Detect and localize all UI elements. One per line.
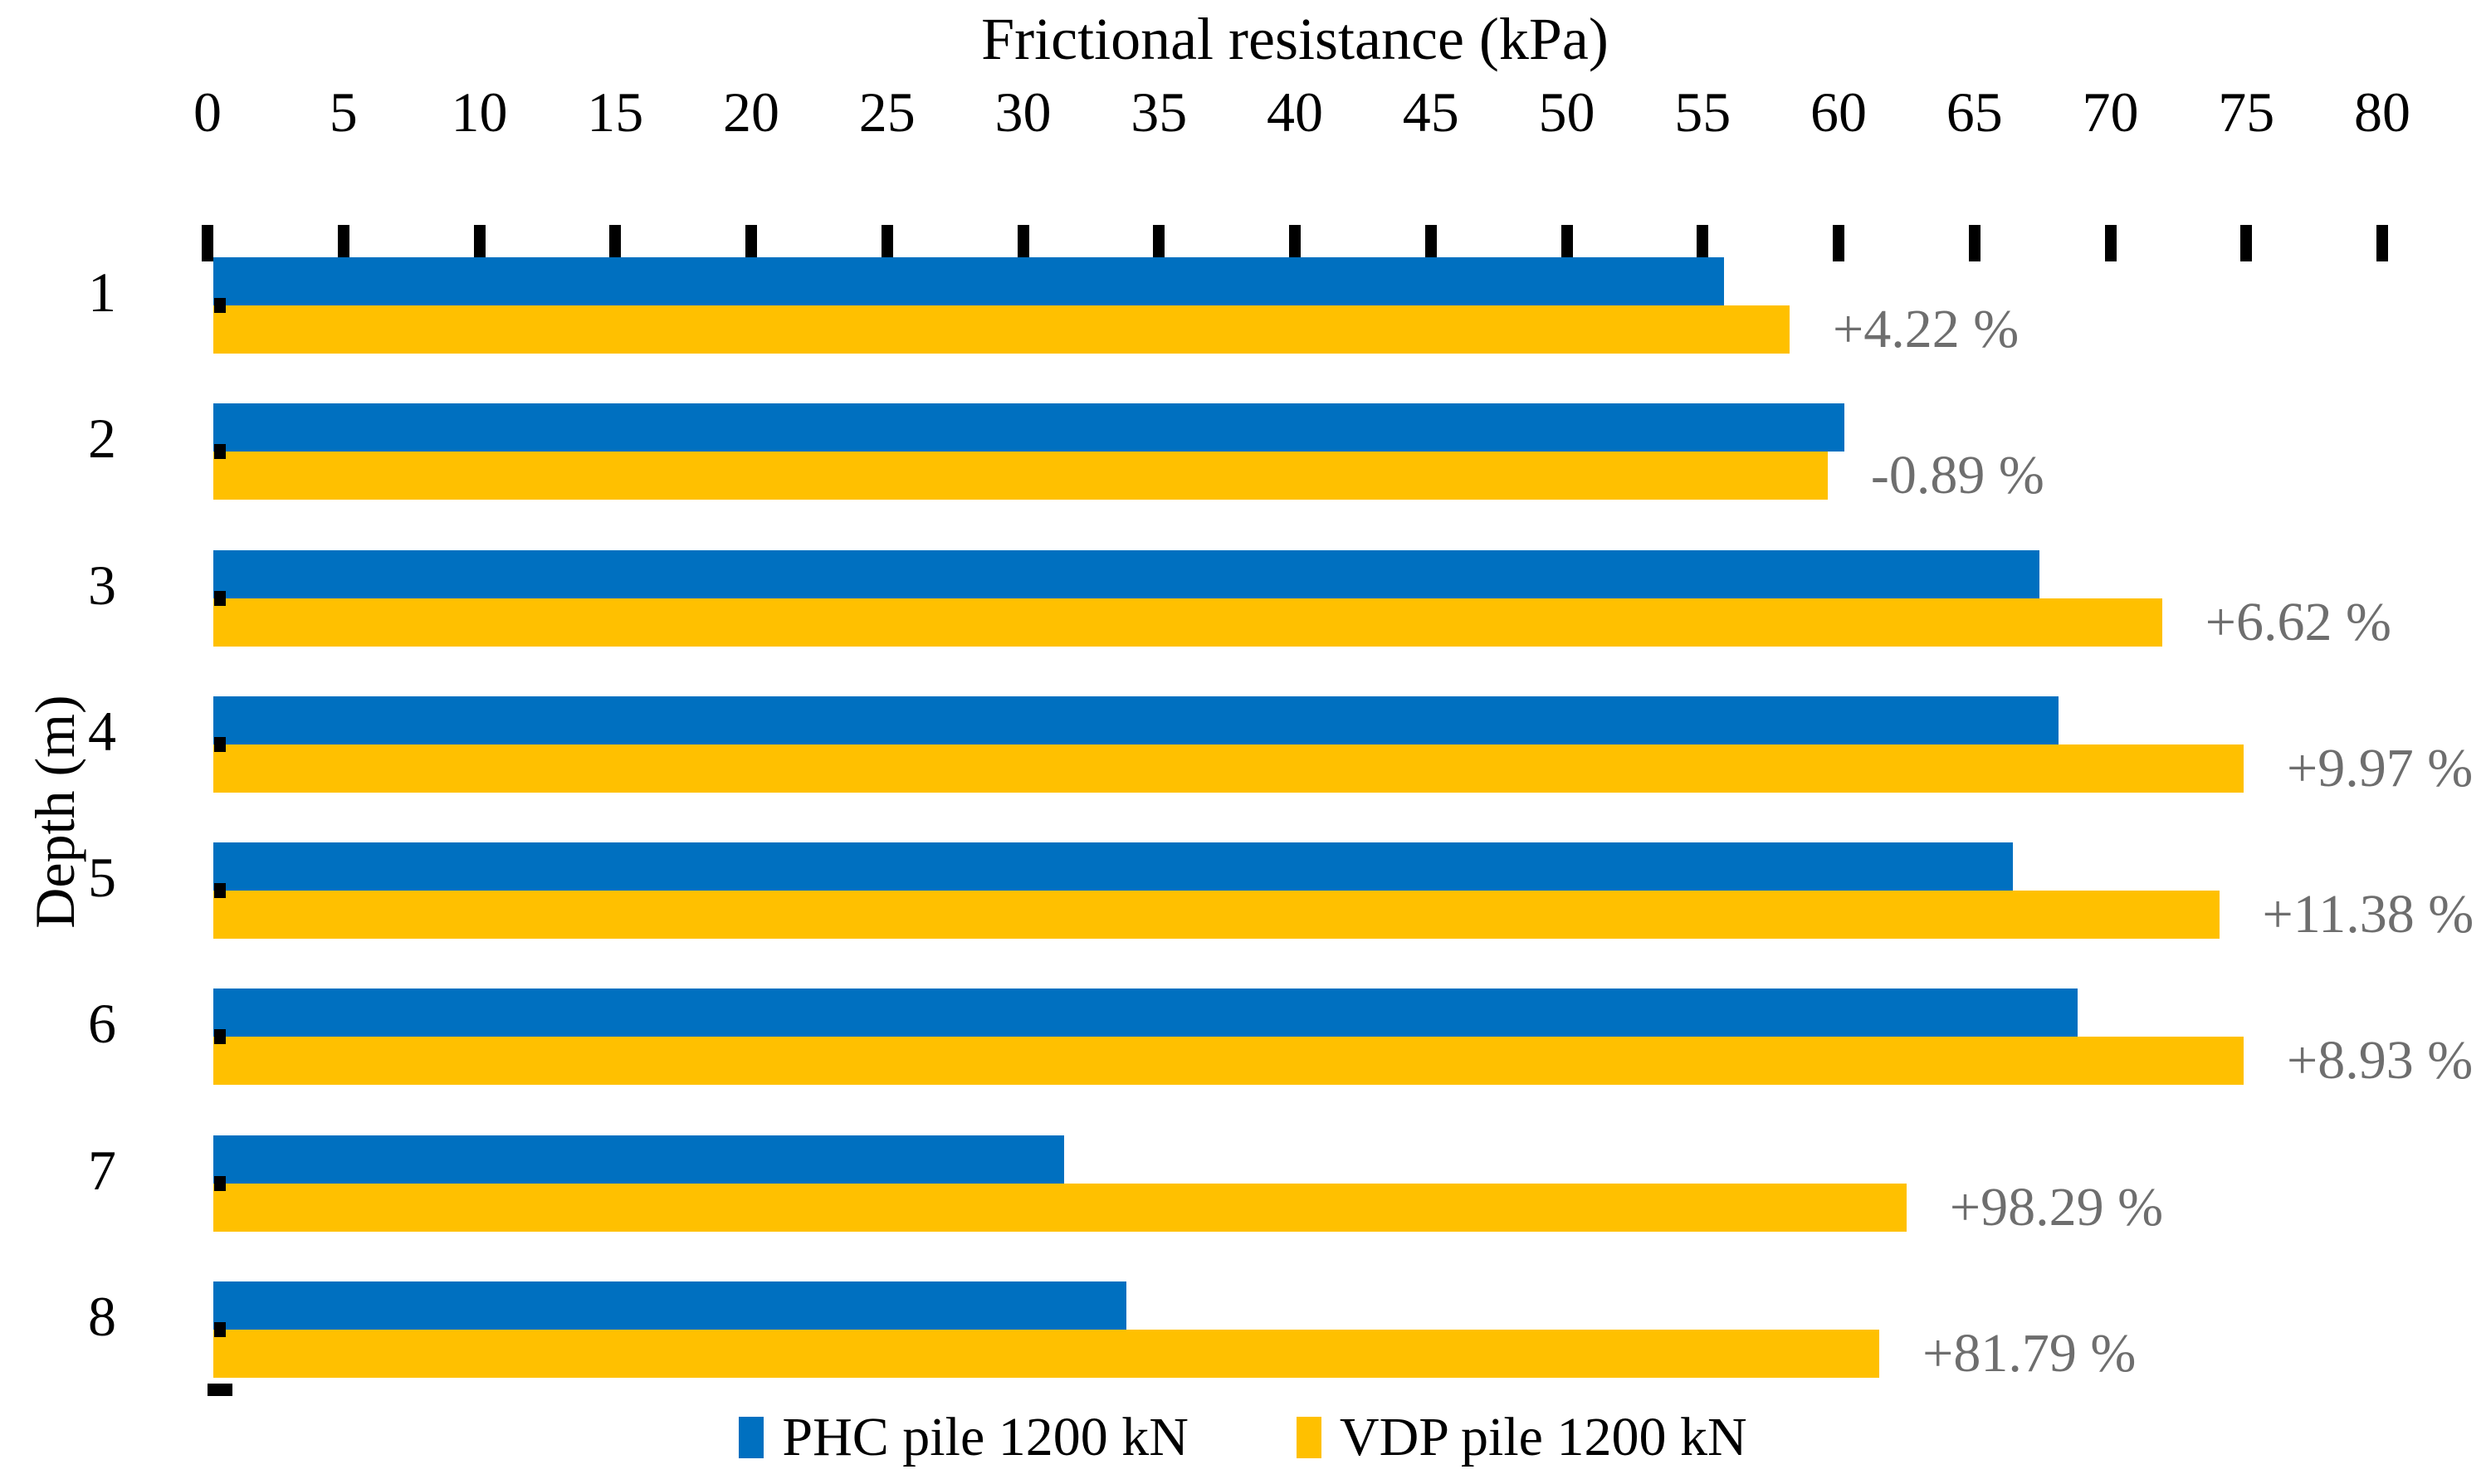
bar-phc-depth-2: [213, 403, 1844, 452]
legend-label-phc: PHC pile 1200 kN: [782, 1407, 1189, 1467]
x-tick-label: 55: [1674, 81, 1731, 144]
x-tick-label: 15: [587, 81, 644, 144]
depth-label: 1: [88, 261, 116, 324]
bar-vdp-depth-8: [213, 1329, 1880, 1378]
bar-phc-depth-8: [213, 1281, 1126, 1330]
x-tick: [881, 225, 893, 261]
y-category-tick: [214, 590, 226, 606]
x-tick-label: 45: [1402, 81, 1459, 144]
bar-phc-depth-7: [213, 1135, 1064, 1184]
legend-label-vdp: VDP pile 1200 kN: [1339, 1407, 1747, 1467]
x-axis-title: Frictional resistance (kPa): [981, 6, 1609, 72]
x-tick: [2104, 225, 2117, 261]
depth-label: 4: [88, 699, 116, 763]
legend: PHC pile 1200 kN VDP pile 1200 kN: [0, 1406, 2486, 1469]
x-tick-label: 25: [858, 81, 916, 144]
bar-vdp-depth-6: [213, 1037, 2244, 1086]
percent-label: +4.22 %: [1833, 299, 2020, 359]
bar-vdp-depth-1: [213, 305, 1790, 354]
x-tick: [2376, 225, 2388, 261]
x-tick: [1833, 225, 1844, 261]
x-tick-label: 70: [2082, 81, 2139, 144]
x-tick: [337, 225, 349, 261]
x-tick: [1153, 225, 1165, 261]
x-tick: [2240, 225, 2253, 261]
x-tick: [1289, 225, 1301, 261]
x-tick: [1697, 225, 1709, 261]
percent-label: +81.79 %: [1922, 1322, 2137, 1384]
percent-label: +98.29 %: [1949, 1176, 2164, 1237]
legend-swatch-vdp: [1296, 1417, 1321, 1458]
percent-label: -0.89 %: [1870, 445, 2044, 506]
y-category-tick: [214, 1029, 226, 1045]
depth-label: 5: [88, 846, 116, 909]
legend-item-phc: PHC pile 1200 kN: [739, 1406, 1189, 1469]
x-tick-label: 80: [2354, 81, 2410, 144]
bar-vdp-depth-5: [213, 891, 2220, 939]
y-category-tick: [214, 1321, 226, 1337]
x-tick: [745, 225, 757, 261]
y-axis-end-tick: [208, 1384, 232, 1396]
x-tick: [473, 225, 486, 261]
bar-vdp-depth-7: [213, 1183, 1907, 1232]
x-tick: [1968, 225, 1980, 261]
x-tick-label: 35: [1131, 81, 1188, 144]
x-tick-label: 10: [451, 81, 508, 144]
bar-phc-depth-1: [213, 257, 1725, 305]
y-category-tick: [214, 298, 226, 313]
depth-label: 3: [88, 553, 116, 617]
x-tick-label: 60: [1810, 81, 1867, 144]
x-tick-label: 65: [1946, 81, 2003, 144]
percent-label: +8.93 %: [2286, 1030, 2474, 1091]
x-tick-label: 0: [193, 81, 222, 144]
y-category-tick: [214, 1175, 226, 1191]
percent-label: +11.38 %: [2262, 884, 2474, 945]
x-tick-label: 50: [1538, 81, 1595, 144]
depth-label: 2: [88, 407, 116, 471]
legend-item-vdp: VDP pile 1200 kN: [1296, 1406, 1747, 1469]
x-tick-label: 30: [994, 81, 1052, 144]
x-tick: [202, 225, 213, 261]
x-tick: [609, 225, 622, 261]
bar-phc-depth-3: [213, 549, 2040, 598]
bar-phc-depth-4: [213, 696, 2059, 744]
x-tick-label: 40: [1267, 81, 1323, 144]
bar-phc-depth-5: [213, 842, 2013, 891]
depth-label: 6: [88, 992, 116, 1056]
bar-vdp-depth-3: [213, 598, 2162, 647]
bar-phc-depth-6: [213, 989, 2078, 1037]
depth-label: 7: [88, 1138, 116, 1202]
x-tick: [1560, 225, 1573, 261]
x-tick: [1424, 225, 1437, 261]
y-category-tick: [214, 444, 226, 460]
x-tick-label: 75: [2218, 81, 2275, 144]
bar-vdp-depth-4: [213, 744, 2244, 793]
y-category-tick: [214, 883, 226, 898]
legend-swatch-phc: [739, 1417, 764, 1458]
depth-label: 8: [88, 1284, 116, 1348]
percent-label: +9.97 %: [2286, 737, 2474, 798]
x-tick: [1017, 225, 1029, 261]
percent-label: +6.62 %: [2205, 591, 2391, 652]
x-tick-label: 5: [329, 81, 358, 144]
x-tick-label: 20: [723, 81, 779, 144]
y-category-tick: [214, 736, 226, 752]
bar-vdp-depth-2: [213, 452, 1828, 500]
